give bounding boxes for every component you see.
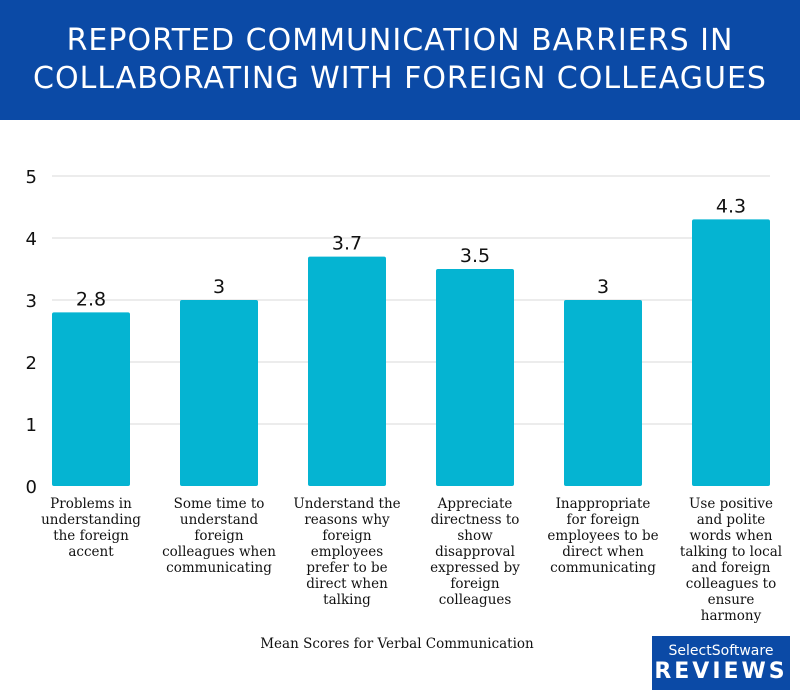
brand-logo-line-2: REVIEWS [654, 659, 788, 684]
x-tick-label-line: expressed by [430, 560, 520, 576]
x-tick-label-line: understand [179, 512, 259, 528]
x-tick-label-line: talking [323, 592, 371, 608]
bar-chart: 0 1 2 3 4 5 2.8 3 3.7 3.5 3 4.3 [26, 167, 770, 498]
x-tick-label-line: direct when [306, 576, 388, 592]
x-tick-label-line: employees [310, 544, 384, 560]
x-tick-label-line: show [457, 528, 493, 544]
x-tick-label-line: foreign [194, 528, 244, 544]
x-tick-label-line: foreign [322, 528, 372, 544]
chart-title-line-2: COLLABORATING WITH FOREIGN COLLEAGUES [33, 61, 767, 96]
x-tick-label-line: Understand the [293, 496, 401, 512]
x-tick-label: Use positive and polite words when talking … [669, 496, 793, 624]
x-tick-label-line: talking to local [679, 544, 783, 560]
x-tick-label-line: words when [689, 528, 773, 544]
x-tick-label-line: communicating [550, 560, 656, 576]
x-tick-label-line: ensure [707, 592, 755, 608]
data-label: 3 [213, 276, 225, 298]
x-tick-label: Problems in understanding the foreign accen… [29, 496, 153, 560]
y-tick-label: 0 [26, 477, 37, 498]
brand-logo-line-1: SelectSoftware [668, 643, 774, 659]
x-axis-title: Mean Scores for Verbal Communication [260, 636, 534, 652]
x-tick-label-line: Some time to [173, 496, 265, 512]
x-tick-label-line: accent [68, 544, 114, 560]
chart-title-line-1: REPORTED COMMUNICATION BARRIERS IN [66, 23, 734, 58]
bar [564, 300, 642, 486]
bar [180, 300, 258, 486]
x-tick-label-line: Inappropriate [555, 496, 651, 512]
x-tick-label-line: colleagues when [162, 544, 276, 560]
bar [436, 269, 514, 486]
y-tick-label: 5 [26, 167, 37, 188]
x-tick-label-line: and foreign [691, 560, 771, 576]
x-tick-label-line: employees to be [547, 528, 659, 544]
x-tick-label-line: harmony [700, 608, 762, 624]
y-tick-label: 3 [26, 291, 37, 312]
x-tick-label-line: foreign [450, 576, 500, 592]
x-tick-label: Understand the reasons why foreign employee… [285, 496, 409, 608]
x-tick-label: Appreciate directness to show disapproval ex… [413, 496, 537, 608]
x-tick-label-line: Appreciate [437, 496, 513, 512]
data-label: 4.3 [716, 195, 746, 217]
x-tick-label-line: Use positive [689, 496, 773, 512]
x-tick-label: Inappropriate for foreign employees to be d… [541, 496, 665, 576]
y-tick-label: 1 [26, 415, 37, 436]
chart-title-banner: REPORTED COMMUNICATION BARRIERS IN COLLA… [0, 0, 800, 120]
x-tick-label-line: reasons why [304, 512, 390, 528]
y-tick-label: 2 [26, 353, 37, 374]
bar [52, 312, 130, 486]
x-tick-label-line: direct when [562, 544, 644, 560]
x-tick-label-line: communicating [166, 560, 272, 576]
x-tick-label-line: understanding [41, 512, 141, 528]
x-tick-label-line: for foreign [566, 512, 640, 528]
data-label: 3.7 [332, 233, 362, 255]
x-tick-label-line: Problems in [50, 496, 132, 512]
x-tick-label-line: prefer to be [306, 560, 388, 576]
x-tick-label-line: the foreign [53, 528, 129, 544]
y-tick-label: 4 [26, 229, 37, 250]
data-label: 3 [597, 276, 609, 298]
x-tick-label-line: colleagues [438, 592, 512, 608]
x-tick-label-line: colleagues to [685, 576, 777, 592]
x-tick-label-line: disapproval [435, 544, 515, 560]
bar [692, 219, 770, 486]
x-tick-label-line: and polite [696, 512, 766, 528]
bar [308, 256, 386, 486]
data-label: 2.8 [76, 288, 106, 310]
brand-logo: SelectSoftware REVIEWS [652, 636, 790, 690]
x-tick-label-line: directness to [430, 512, 520, 528]
x-tick-label: Some time to understand foreign colleagues … [157, 496, 281, 576]
data-label: 3.5 [460, 245, 490, 267]
